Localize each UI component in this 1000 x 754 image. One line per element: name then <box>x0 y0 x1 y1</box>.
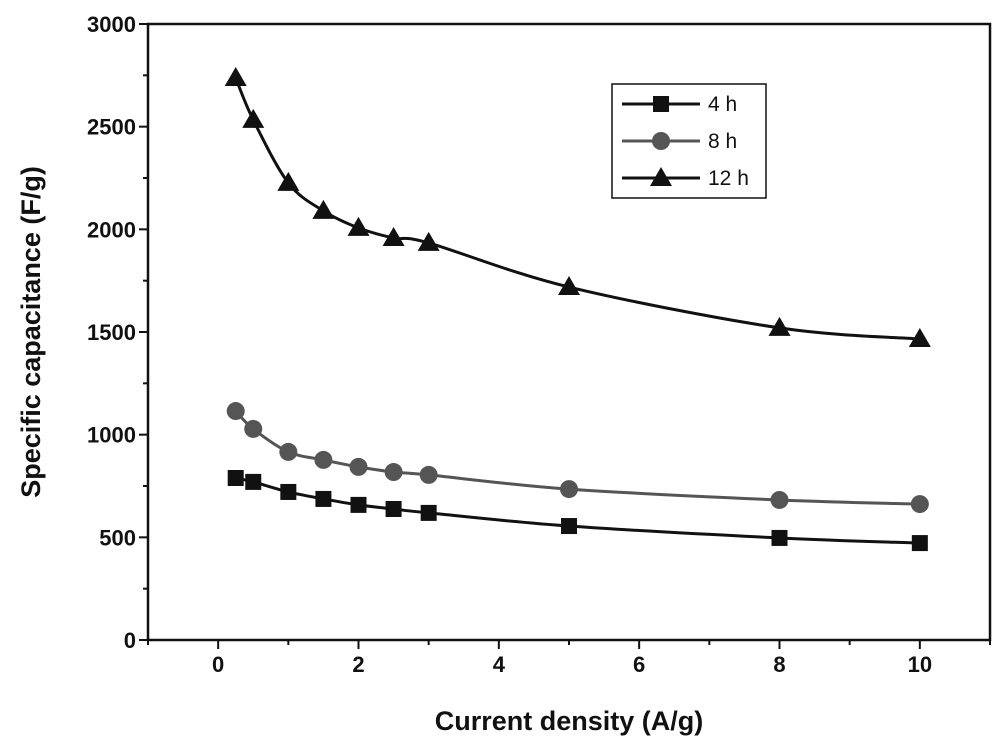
y-tick-label: 500 <box>99 525 136 550</box>
data-point-4h <box>315 490 332 507</box>
x-tick-label: 6 <box>633 652 645 677</box>
data-point-4h <box>771 529 788 546</box>
y-tick-label: 0 <box>124 628 136 653</box>
data-point-4h <box>385 500 402 517</box>
data-point-12h <box>558 276 580 296</box>
data-point-8h <box>560 480 578 499</box>
data-point-12h <box>382 226 405 246</box>
series-12h <box>224 67 931 347</box>
data-point-8h <box>349 457 368 476</box>
legend-marker <box>653 96 669 112</box>
data-point-12h <box>224 67 247 87</box>
data-point-8h <box>384 463 403 482</box>
data-point-4h <box>350 496 367 513</box>
data-point-4h <box>561 518 577 535</box>
x-axis-title: Current density (A/g) <box>435 706 704 736</box>
data-point-12h <box>312 199 335 219</box>
data-point-8h <box>419 465 438 484</box>
y-tick-label: 2000 <box>87 217 136 242</box>
series-line-12h <box>234 77 920 341</box>
y-axis-title: Specific capacitance (F/g) <box>16 166 46 498</box>
data-point-4h <box>280 483 297 500</box>
plot-frame <box>146 22 992 642</box>
data-point-4h <box>911 535 928 552</box>
data-point-8h <box>244 419 263 438</box>
legend-marker <box>652 132 670 150</box>
legend-marker <box>650 167 672 186</box>
series-8h <box>226 402 929 514</box>
x-tick-label: 4 <box>493 652 506 677</box>
legend-label: 12 h <box>708 167 749 190</box>
data-point-8h <box>770 490 789 509</box>
data-point-12h <box>417 231 440 251</box>
x-tick-label: 2 <box>352 652 364 677</box>
data-point-8h <box>226 402 245 421</box>
legend: 4 h 8 h 12 h <box>611 83 767 199</box>
data-point-8h <box>279 442 298 461</box>
y-tick-label: 2500 <box>87 115 136 140</box>
data-point-4h <box>245 473 262 490</box>
data-point-12h <box>242 108 265 128</box>
x-tick-label: 8 <box>773 652 785 677</box>
data-point-8h <box>314 450 333 469</box>
y-tick-label: 1000 <box>87 423 136 448</box>
data-point-4h <box>420 504 437 521</box>
y-tick-label: 1500 <box>87 320 136 345</box>
data-point-4h <box>227 469 244 486</box>
legend-label: 4 h <box>708 93 737 116</box>
data-point-12h <box>908 327 931 347</box>
y-tick-label: 3000 <box>87 12 136 37</box>
data-point-12h <box>347 216 370 236</box>
data-point-8h <box>910 495 929 514</box>
data-point-12h <box>768 316 791 336</box>
legend-label: 8 h <box>708 130 737 153</box>
x-tick-label: 0 <box>212 652 224 677</box>
data-point-12h <box>277 171 300 191</box>
series-4h <box>227 469 928 552</box>
x-tick-label: 10 <box>908 652 932 677</box>
